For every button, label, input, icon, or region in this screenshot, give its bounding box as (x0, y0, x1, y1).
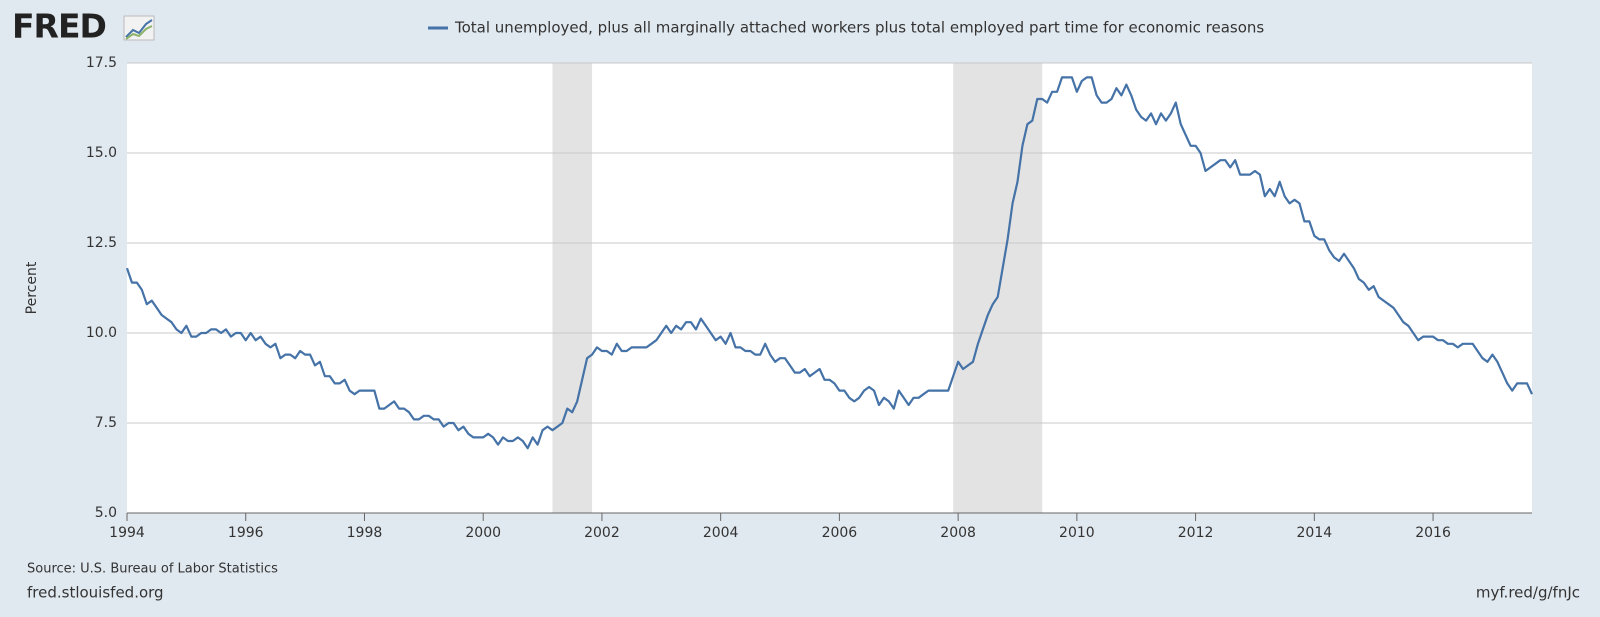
y-tick-label: 7.5 (95, 415, 117, 431)
short-url: myf.red/g/fnJc (1476, 584, 1580, 602)
x-tick-label: 2006 (822, 525, 858, 541)
source: Source: U.S. Bureau of Labor Statistics (27, 562, 278, 577)
y-tick-label: 12.5 (86, 235, 117, 251)
x-tick-label: 2004 (703, 525, 739, 541)
x-tick-label: 2012 (1178, 525, 1214, 541)
x-tick-label: 1994 (109, 525, 145, 541)
x-tick-label: 2000 (465, 525, 501, 541)
series-line (125, 76, 1533, 450)
recession-band (552, 63, 593, 513)
logo-icon (123, 15, 155, 41)
site: fred.stlouisfed.org (27, 584, 164, 602)
x-tick-label: 2010 (1059, 525, 1095, 541)
x-tick-label: 2016 (1415, 525, 1451, 541)
logo: FRED (12, 7, 106, 46)
y-tick-label: 5.0 (95, 505, 117, 521)
x-tick-label: 1998 (347, 525, 383, 541)
y-tick-label: 10.0 (86, 325, 117, 341)
y-tick-label: 17.5 (86, 55, 117, 71)
x-tick-label: 2002 (584, 525, 620, 541)
x-tick-label: 1996 (228, 525, 264, 541)
plot-area (127, 63, 1532, 513)
y-axis-label: Percent (24, 261, 40, 314)
recession-band (953, 63, 1043, 513)
x-tick-label: 2008 (940, 525, 976, 541)
x-tick-label: 2014 (1297, 525, 1333, 541)
legend-label: Total unemployed, plus all marginally at… (454, 19, 1264, 37)
y-tick-label: 15.0 (86, 145, 117, 161)
